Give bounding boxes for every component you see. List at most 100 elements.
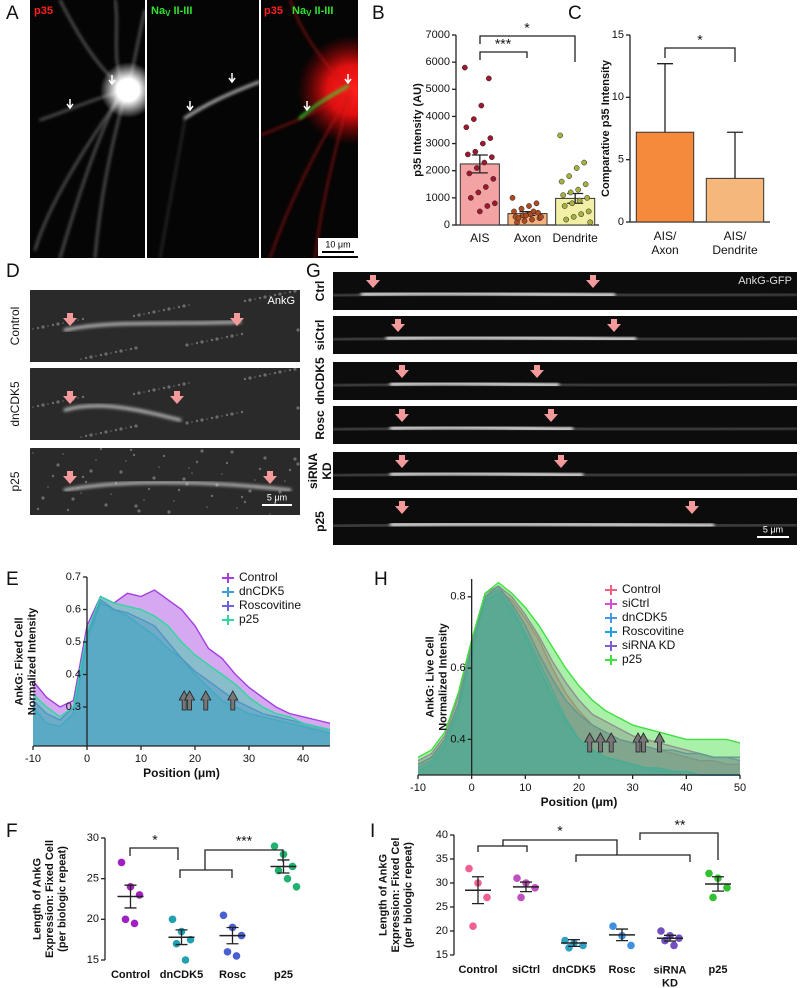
speckle	[89, 355, 93, 359]
speckle	[269, 373, 271, 375]
data-point	[223, 948, 232, 956]
panel-letter: E	[6, 569, 19, 590]
panel-letter: F	[6, 821, 18, 842]
speckle	[119, 349, 123, 353]
micrograph	[30, 448, 300, 515]
speckle	[95, 433, 97, 435]
data-point	[575, 186, 582, 193]
area	[418, 586, 740, 775]
ais-end-marker	[183, 690, 196, 711]
data-point	[565, 944, 573, 952]
speckle	[254, 298, 256, 300]
speckle	[47, 403, 49, 405]
speckle	[191, 472, 193, 474]
data-point	[461, 64, 468, 71]
speckle	[162, 308, 166, 312]
speckle	[236, 412, 238, 414]
data-point	[511, 208, 517, 215]
arrow	[186, 101, 194, 112]
arrow	[395, 365, 409, 378]
y-tick-label: 0.4	[450, 733, 465, 745]
data-point	[518, 205, 525, 212]
speckle	[273, 501, 277, 505]
error-bar	[175, 929, 188, 946]
speckle	[147, 487, 151, 491]
ais-end-marker	[594, 732, 607, 753]
micrograph	[333, 362, 797, 400]
speckle	[132, 314, 136, 318]
speckle	[236, 334, 238, 336]
speckle	[182, 477, 186, 481]
data-point	[232, 952, 241, 960]
data-point	[121, 915, 130, 924]
area	[33, 603, 330, 746]
speckle	[147, 311, 151, 315]
speckle	[32, 452, 34, 454]
data-point	[476, 208, 483, 215]
significance-bracket	[179, 849, 284, 878]
speckle	[158, 388, 160, 390]
legend-label: siCtrl	[622, 596, 649, 610]
significance-label: *	[152, 832, 158, 848]
speckle	[62, 322, 64, 324]
speckle	[191, 343, 193, 345]
speckle	[84, 480, 88, 484]
y-tick-label: 6000	[426, 56, 450, 68]
speckle	[230, 412, 234, 416]
significance-bracket	[639, 832, 719, 860]
speckle	[167, 510, 171, 514]
speckle	[288, 468, 292, 472]
data-point	[563, 216, 570, 223]
micrograph	[261, 0, 358, 258]
neurite	[385, 334, 637, 342]
x-tick-label: p25	[274, 969, 293, 981]
x-tick-label: 10	[135, 753, 147, 765]
area	[418, 593, 740, 775]
x-tick-label: 40	[297, 753, 309, 765]
speckle	[248, 298, 252, 302]
y-tick-label: 40	[436, 829, 448, 841]
speckle	[80, 436, 82, 438]
x-axis-label: Position (μm)	[541, 795, 618, 809]
speckle	[152, 388, 156, 392]
speckle	[137, 391, 141, 395]
data-point	[723, 884, 731, 892]
speckle	[80, 492, 82, 494]
speckle	[143, 391, 145, 393]
speckle	[158, 310, 160, 312]
speckle	[99, 431, 103, 435]
speckle	[158, 466, 160, 468]
data-point	[466, 170, 473, 177]
legend-label: p25	[239, 612, 259, 626]
channel-label: p35	[264, 5, 283, 17]
data-point	[585, 208, 592, 215]
arrow	[395, 409, 409, 422]
x-tick-label: siCtrl	[512, 964, 540, 976]
arrow	[344, 74, 352, 85]
y-tick-label: 5000	[426, 83, 450, 95]
speckle	[258, 467, 262, 471]
speckle	[173, 385, 175, 387]
speckle	[195, 341, 199, 345]
area	[418, 586, 740, 775]
data-point	[578, 211, 585, 217]
arrow	[230, 313, 244, 326]
speckle	[114, 428, 118, 432]
y-tick-label: 10	[612, 91, 624, 103]
y-tick-label: 0.5	[66, 636, 81, 648]
arrow	[108, 75, 116, 86]
speckle	[188, 467, 190, 469]
neurite	[298, 84, 350, 120]
speckle	[66, 508, 70, 512]
data-point	[517, 893, 525, 902]
micrograph	[333, 316, 797, 354]
arrow	[170, 391, 184, 404]
data-point	[584, 195, 591, 201]
speckle	[210, 338, 214, 342]
speckle	[167, 307, 171, 311]
y-axis-label: Comparative p35 Intensity	[600, 59, 612, 197]
legend-label: Control	[239, 570, 278, 584]
legend-label: dnCDK5	[622, 610, 668, 624]
row-label: p25	[313, 511, 327, 532]
speckle	[110, 352, 112, 354]
